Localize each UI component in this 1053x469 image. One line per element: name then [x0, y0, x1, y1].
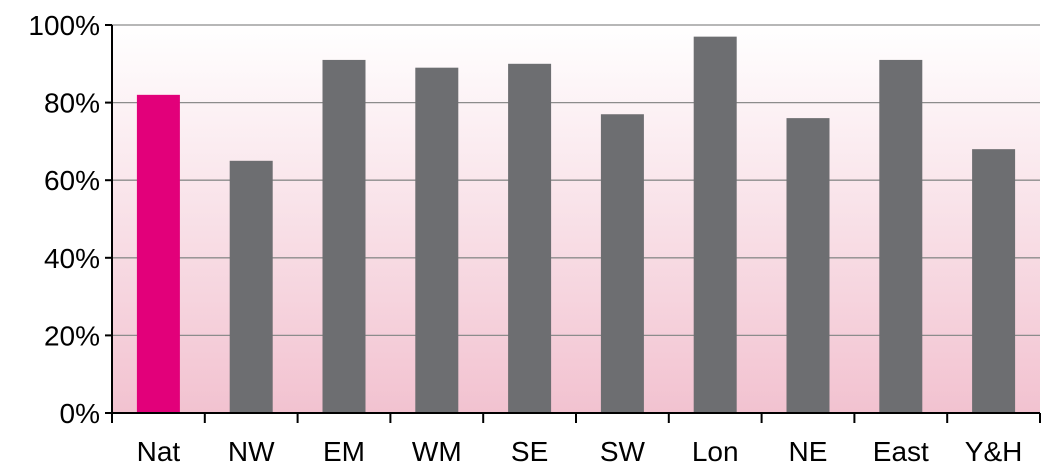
y-tick-label: 20%	[44, 320, 100, 351]
bar-nat	[136, 94, 180, 413]
y-tick-label: 80%	[44, 88, 100, 119]
y-tick-label: 0%	[60, 398, 100, 429]
bar-lon	[693, 36, 737, 413]
bar-em	[322, 59, 366, 414]
x-tick-label: Nat	[137, 436, 181, 467]
bar-ne	[786, 118, 830, 414]
bars	[136, 36, 1016, 414]
bar-wm	[415, 67, 459, 414]
x-tick-label: WM	[412, 436, 462, 467]
y-tick-label: 40%	[44, 243, 100, 274]
bar-sw	[600, 114, 644, 414]
bar-nw	[229, 160, 273, 413]
x-tick-label: SW	[600, 436, 646, 467]
y-tick-label: 60%	[44, 165, 100, 196]
bar-east	[879, 59, 923, 414]
x-tick-label: Lon	[692, 436, 739, 467]
x-tick-label: Y&H	[965, 436, 1023, 467]
x-tick-label: EM	[323, 436, 365, 467]
x-tick-labels: Nat NW EM WM SE SW Lon NE East Y&H	[137, 436, 1023, 467]
y-tick-labels: 0% 20% 40% 60% 80% 100%	[28, 10, 100, 429]
x-tick-label: SE	[511, 436, 548, 467]
x-tick-label: NE	[789, 436, 828, 467]
y-tick-label: 100%	[28, 10, 100, 41]
bar-se	[508, 63, 552, 414]
x-tick-label: NW	[228, 436, 275, 467]
bar-y-h	[972, 149, 1016, 413]
axes	[105, 24, 1041, 423]
x-tick-label: East	[873, 436, 929, 467]
